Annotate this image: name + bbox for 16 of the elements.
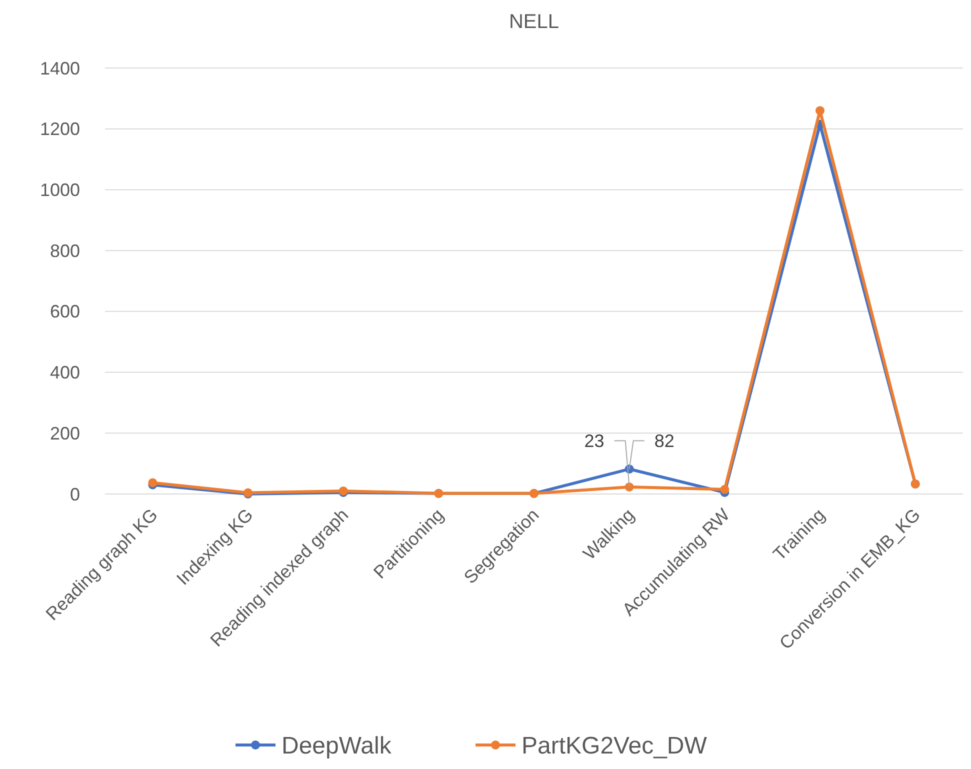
point [816,106,824,116]
y-tick-label: 800 [50,240,80,261]
legend-label: DeepWalk [282,732,392,760]
y-tick-label: 1200 [40,119,80,140]
y-tick-label: 1000 [40,180,80,200]
y-tick-label: 400 [50,362,80,383]
point [624,482,634,492]
y-tick-label: 0 [70,484,80,504]
y-tick-label: 1400 [40,58,80,78]
legend-label: PartKG2Vec_DW [522,732,708,760]
chart-title: NELL [508,11,560,33]
y-tick-label: 200 [50,423,80,444]
data-label: 23 [584,431,604,452]
y-tick-label: 600 [50,302,80,322]
point [720,484,730,494]
data-label: 82 [654,431,674,452]
